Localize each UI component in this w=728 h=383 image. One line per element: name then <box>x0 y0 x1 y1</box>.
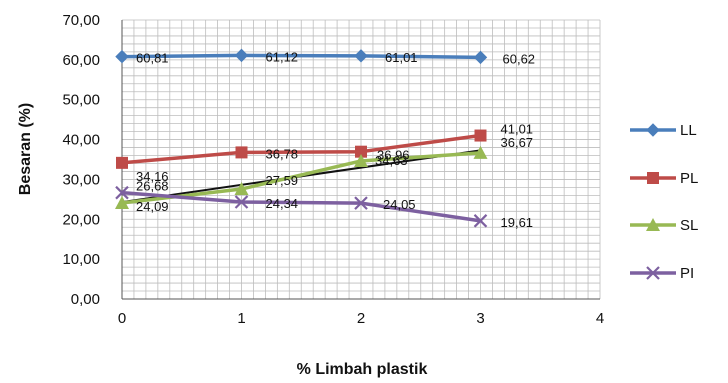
data-label-ll: 61,01 <box>385 50 418 65</box>
y-tick-label: 0,00 <box>71 291 100 308</box>
point-sl <box>473 145 488 159</box>
series-line-pl <box>121 133 481 165</box>
point-ll <box>473 50 488 65</box>
legend-marker <box>646 266 660 280</box>
series-line-ll <box>121 53 481 60</box>
data-label-pl: 41,01 <box>501 122 534 137</box>
point-sl <box>354 153 368 167</box>
legend-item-ll: LL <box>630 122 697 139</box>
point-ll <box>115 49 129 64</box>
legend: LL PL SL PI <box>630 122 698 282</box>
data-label-pl: 36,96 <box>377 148 410 163</box>
legend-label: PI <box>680 265 694 282</box>
x-tick-label: 0 <box>118 310 126 327</box>
point-pl <box>235 146 248 159</box>
point-ll <box>234 48 249 63</box>
y-axis-title: Besaran (%) <box>17 103 34 195</box>
point-pi <box>115 185 129 200</box>
y-tick-label: 20,00 <box>62 211 100 228</box>
y-tick-label: 40,00 <box>62 132 100 149</box>
data-label-ll: 60,62 <box>503 51 536 66</box>
point-pi <box>473 214 488 228</box>
y-tick-label: 50,00 <box>62 92 100 109</box>
point-pi <box>234 195 249 209</box>
x-tick-label: 3 <box>476 310 484 327</box>
data-label-pi: 24,05 <box>383 197 416 212</box>
point-pi <box>354 196 368 210</box>
data-label-ll: 60,81 <box>136 51 169 66</box>
point-ll <box>354 49 368 63</box>
legend-item-pi: PI <box>630 265 694 282</box>
legend-label: LL <box>680 122 697 139</box>
plot-grid <box>121 19 601 300</box>
plot-axes: 0,00 10,00 20,00 30,00 40,00 50,00 60,00 70,00 0… <box>62 12 604 327</box>
y-tick-label: 70,00 <box>62 12 100 29</box>
y-tick-label: 60,00 <box>62 52 100 69</box>
point-sl <box>234 182 249 196</box>
x-tick-label: 2 <box>357 310 365 327</box>
point-pl <box>355 145 367 158</box>
y-tick-label: 10,00 <box>62 251 100 268</box>
legend-item-sl: SL <box>630 217 698 234</box>
data-label-sl: 24,09 <box>136 199 169 214</box>
legend-item-pl: PL <box>630 170 698 187</box>
legend-label: PL <box>680 170 698 187</box>
legend-marker <box>646 218 660 231</box>
point-pl <box>474 129 487 142</box>
data-label-sl: 34,63 <box>375 153 408 168</box>
data-labels: 60,81 61,12 61,01 60,62 34,16 36,78 36,96 41,01… <box>136 49 535 229</box>
series-line-pi <box>121 190 481 223</box>
legend-marker <box>646 123 660 137</box>
x-tick-label: 1 <box>237 310 245 327</box>
data-label-pi: 19,61 <box>501 215 534 230</box>
data-label-pi: 24,34 <box>266 196 299 211</box>
series-group <box>115 48 488 228</box>
data-label-pl: 34,16 <box>136 169 169 184</box>
point-sl <box>115 195 129 209</box>
legend-marker <box>647 172 659 184</box>
data-label-ll: 61,12 <box>266 49 299 64</box>
y-tick-label: 30,00 <box>62 171 100 188</box>
data-label-sl: 36,67 <box>501 135 534 150</box>
data-label-pi: 26,68 <box>136 179 169 194</box>
data-label-sl: 27,59 <box>266 173 299 188</box>
data-label-pl: 36,78 <box>266 146 299 161</box>
legend-label: SL <box>680 217 698 234</box>
x-axis-title: % Limbah plastik <box>297 361 428 378</box>
point-pl <box>116 156 128 169</box>
x-tick-label: 4 <box>596 310 604 327</box>
